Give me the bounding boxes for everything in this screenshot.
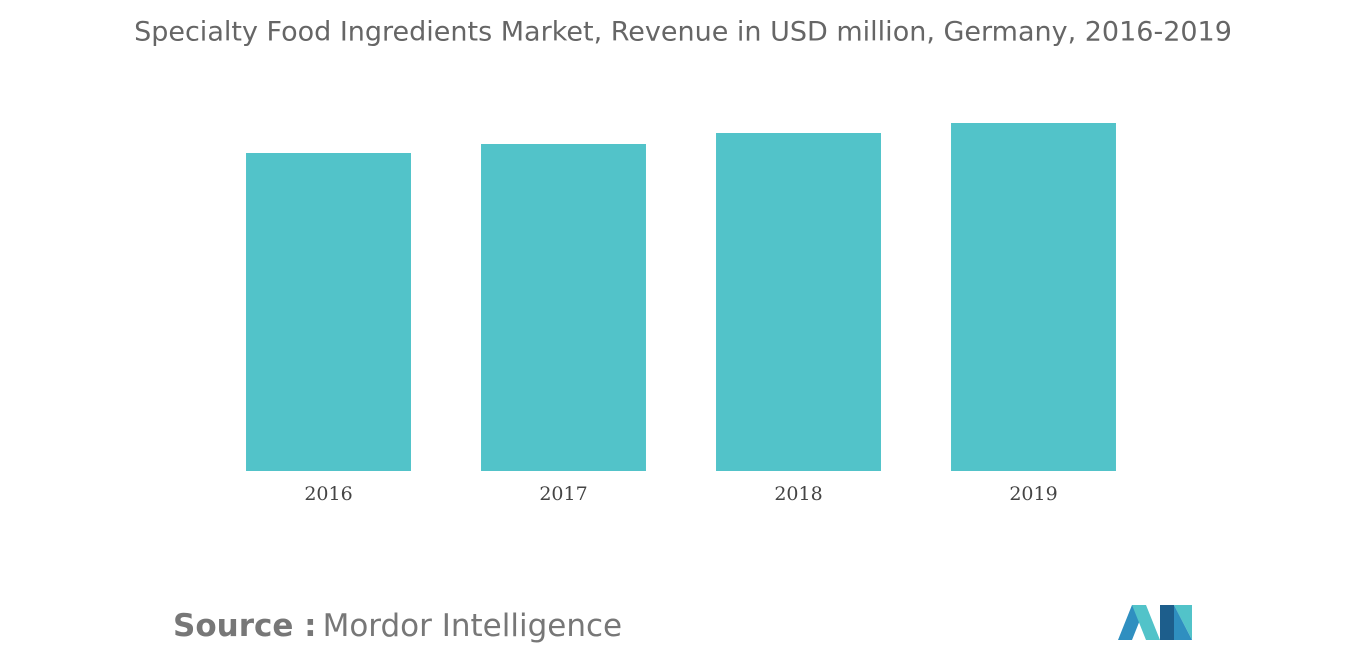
x-tick-label: 2017: [539, 483, 587, 505]
source: Source : Mordor Intelligence: [173, 608, 622, 644]
source-name: Mordor Intelligence: [323, 608, 623, 644]
chart-title: Specialty Food Ingredients Market, Reven…: [134, 17, 1232, 48]
bar: [951, 123, 1116, 471]
x-tick-label: 2018: [774, 483, 822, 505]
logo: [1118, 605, 1192, 640]
bar: [716, 133, 881, 471]
bar: [481, 144, 646, 471]
x-tick-label: 2016: [304, 483, 352, 505]
bar: [246, 153, 411, 471]
x-tick-label: 2019: [1009, 483, 1057, 505]
source-label: Source :: [173, 608, 317, 644]
